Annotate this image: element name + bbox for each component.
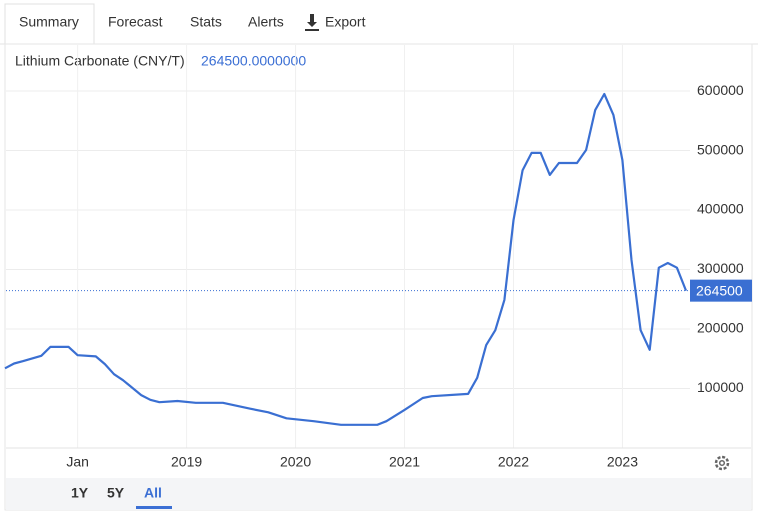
chart-title: Lithium Carbonate (CNY/T) bbox=[15, 53, 185, 69]
tab[interactable]: Alerts bbox=[248, 14, 284, 30]
price-label: 264500.0000000 bbox=[201, 53, 306, 69]
range-button[interactable]: 1Y bbox=[71, 485, 89, 501]
x-tick-label: 2021 bbox=[389, 454, 420, 470]
tab[interactable]: Forecast bbox=[108, 14, 163, 30]
active-tab-frame bbox=[4, 3, 95, 44]
download-icon bbox=[305, 14, 319, 31]
tab[interactable]: Export bbox=[325, 14, 366, 30]
last-value-badge bbox=[690, 279, 752, 302]
y-tick-label: 100000 bbox=[697, 379, 744, 395]
x-tick-label: 2022 bbox=[498, 454, 529, 470]
settings-icon[interactable] bbox=[714, 455, 730, 471]
x-tick-label: Jan bbox=[66, 454, 89, 470]
tab[interactable]: Summary bbox=[19, 14, 79, 30]
range-button[interactable]: 5Y bbox=[107, 485, 125, 501]
range-bar bbox=[6, 478, 751, 510]
last-value-label: 264500 bbox=[696, 282, 743, 298]
y-tick-label: 300000 bbox=[697, 260, 744, 276]
tab[interactable]: Stats bbox=[190, 14, 222, 30]
range-underline bbox=[136, 506, 172, 509]
y-tick-label: 500000 bbox=[697, 141, 744, 157]
y-tick-label: 400000 bbox=[697, 201, 744, 217]
price-line bbox=[4, 92, 688, 426]
gear bbox=[714, 455, 730, 471]
range-button[interactable]: All bbox=[144, 485, 162, 501]
y-tick-label: 600000 bbox=[697, 82, 744, 98]
gear-hub bbox=[718, 459, 726, 467]
x-tick-label: 2019 bbox=[171, 454, 202, 470]
x-tick-label: 2020 bbox=[280, 454, 311, 470]
y-tick-label: 200000 bbox=[697, 320, 744, 336]
x-tick-label: 2023 bbox=[607, 454, 638, 470]
